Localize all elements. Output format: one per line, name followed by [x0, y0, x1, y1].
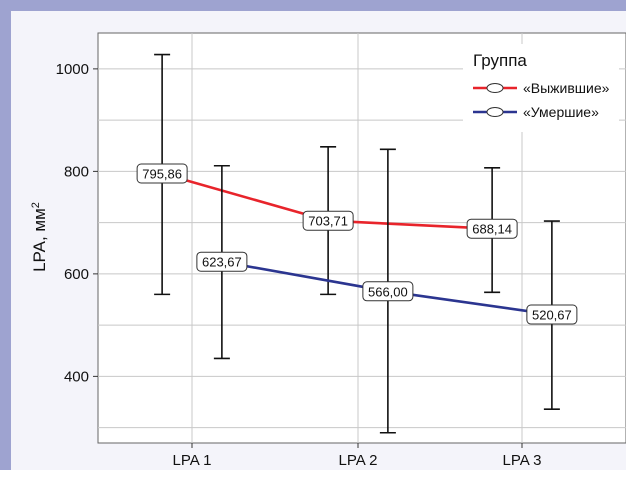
chart-figure: 400 600 800 1000 LPA 1 LPA 2 LPA 3 795,86 703,7… — [0, 0, 626, 470]
data-label: 623,67 — [202, 255, 242, 270]
legend-label: «Умершие» — [523, 104, 599, 120]
x-tick-label: LPA 1 — [173, 452, 212, 469]
data-label-box — [526, 304, 578, 325]
label-layer: 795,86 703,71 688,14 623,67 566,00 520,67 — [136, 163, 578, 325]
data-label-box — [466, 218, 518, 239]
x-tick-label: LPA 3 — [503, 452, 542, 469]
data-label-box — [302, 210, 354, 231]
data-label-box — [362, 281, 414, 302]
data-label-box — [196, 251, 248, 272]
legend-items: «Выжившие» «Умершие» — [473, 80, 610, 120]
legend-title: Группа — [473, 51, 527, 70]
data-label: 703,71 — [308, 214, 348, 229]
data-label: 688,14 — [472, 222, 512, 237]
chart-svg: 400 600 800 1000 LPA 1 LPA 2 LPA 3 795,86 703,7… — [30, 32, 626, 469]
grid-layer — [98, 33, 626, 443]
legend-label: «Выжившие» — [523, 80, 610, 96]
data-label: 795,86 — [142, 166, 182, 181]
legend-swatch-marker — [486, 107, 504, 117]
axis-layer: 400 600 800 1000 LPA 1 LPA 2 LPA 3 — [56, 61, 542, 469]
legend: Группа «Выжившие» «Умершие» — [463, 44, 619, 132]
y-axis-title-superscript: 2 — [30, 202, 42, 208]
data-label: 566,00 — [368, 284, 408, 299]
x-tick-label: LPA 2 — [339, 452, 378, 469]
data-label: 520,67 — [532, 308, 572, 323]
legend-swatch-marker — [486, 83, 504, 93]
y-tick-label: 400 — [64, 368, 89, 385]
y-tick-label: 600 — [64, 266, 89, 283]
y-tick-label: 1000 — [56, 61, 89, 78]
data-label-box — [136, 163, 188, 184]
y-axis-title: LPA, мм2 — [30, 202, 49, 272]
y-tick-label: 800 — [64, 163, 89, 180]
